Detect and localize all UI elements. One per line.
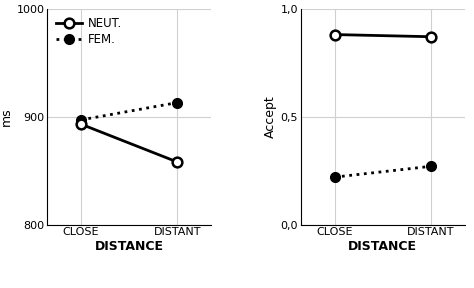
- Line: NEUT.: NEUT.: [76, 119, 182, 167]
- Legend: NEUT., FEM.: NEUT., FEM.: [53, 14, 124, 49]
- X-axis label: DISTANCE: DISTANCE: [95, 240, 164, 253]
- Line: FEM.: FEM.: [76, 98, 182, 125]
- FEM.: [174, 101, 180, 104]
- NEUT.: [78, 122, 84, 126]
- Y-axis label: Accept: Accept: [264, 95, 276, 138]
- NEUT.: [174, 160, 180, 164]
- FEM.: [78, 118, 84, 122]
- Y-axis label: ms: ms: [0, 107, 12, 126]
- X-axis label: DISTANCE: DISTANCE: [348, 240, 417, 253]
